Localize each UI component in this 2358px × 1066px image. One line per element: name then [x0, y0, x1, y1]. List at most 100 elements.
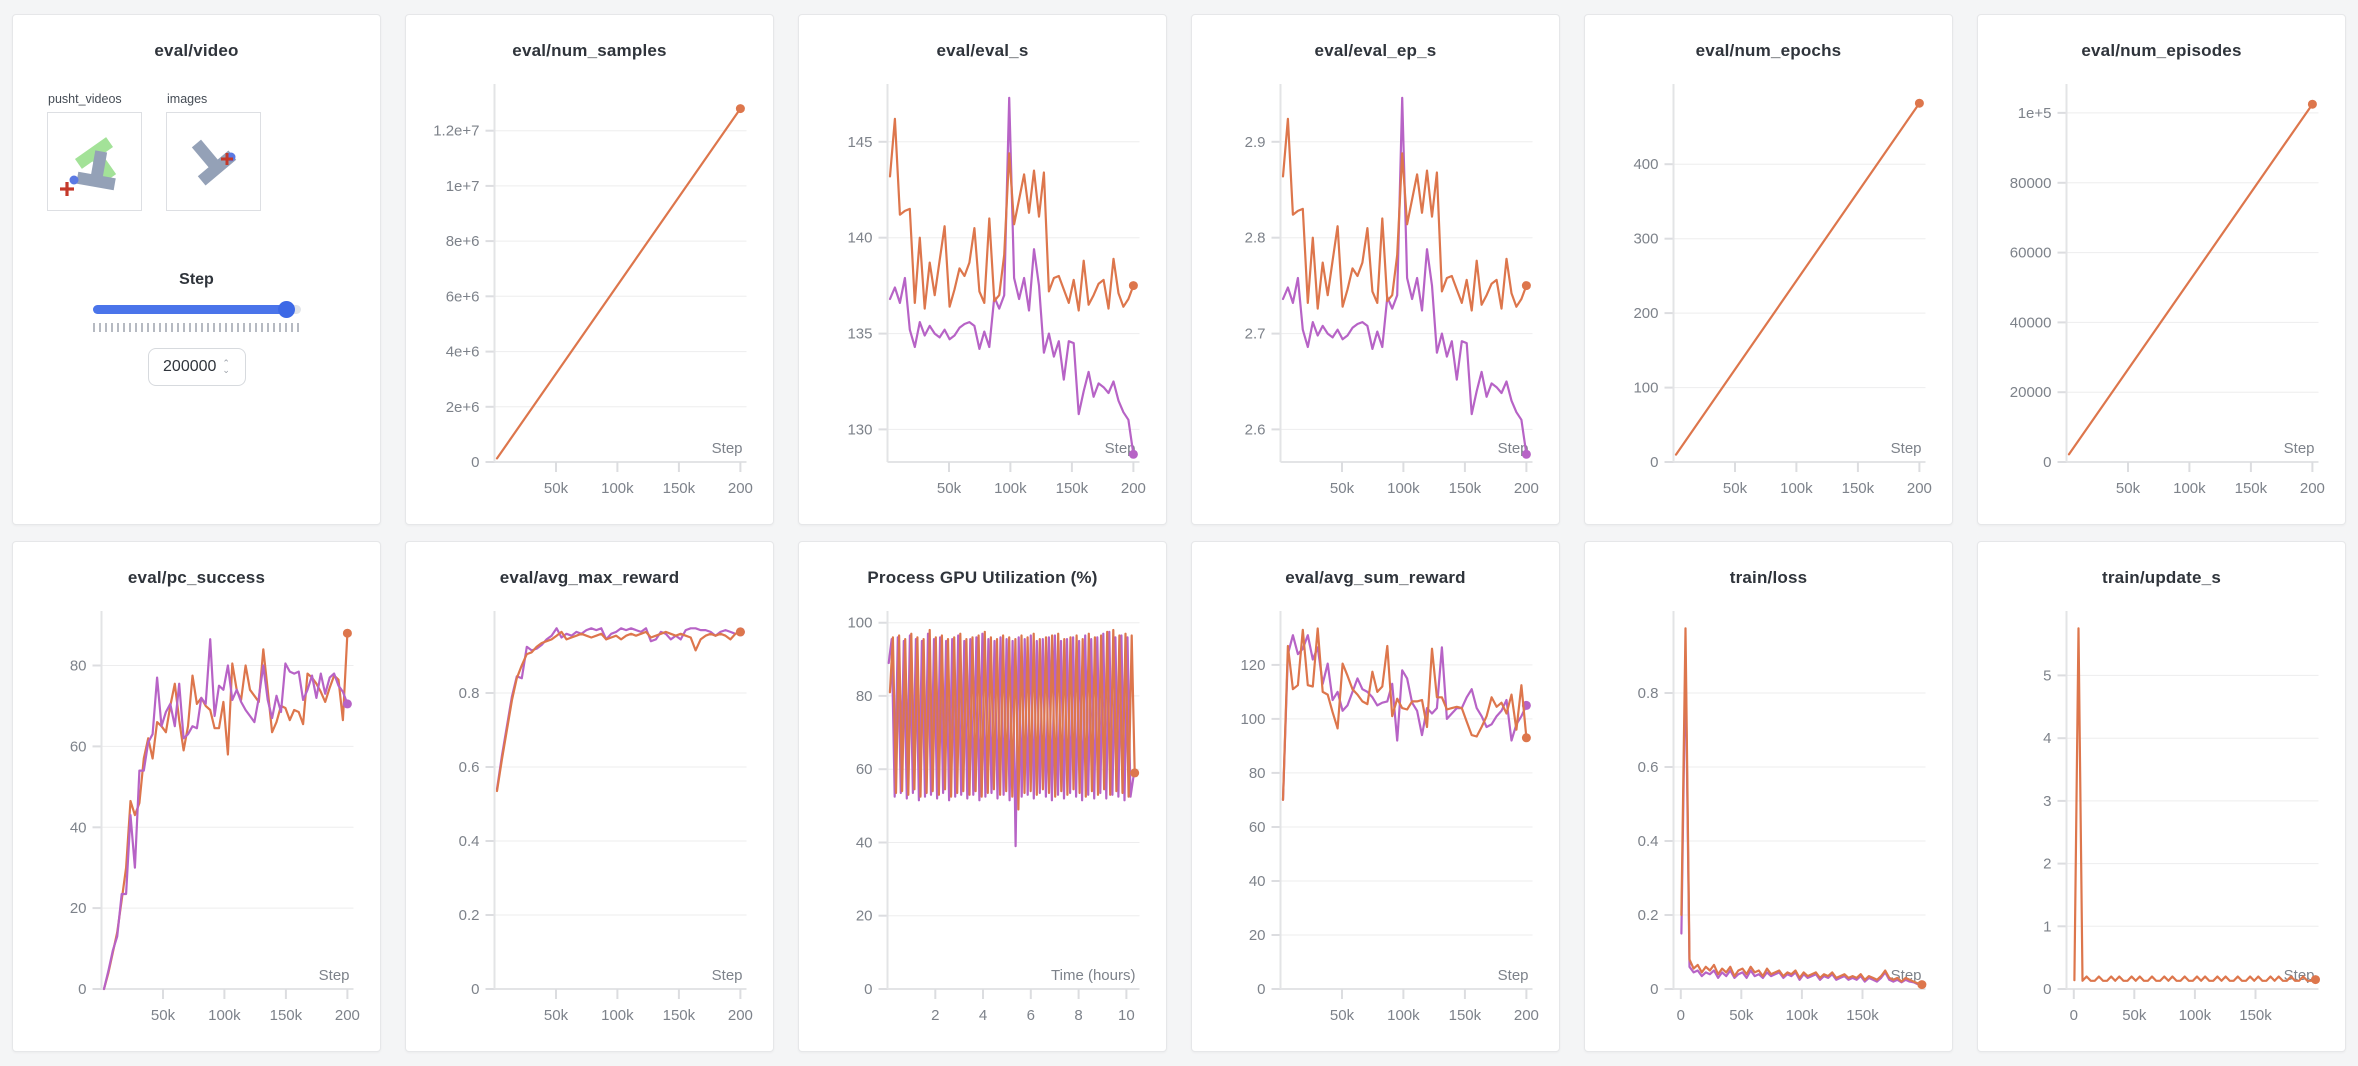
chart-title: train/loss — [1729, 568, 1808, 587]
svg-text:200: 200 — [1514, 1007, 1539, 1024]
step-slider[interactable] — [92, 301, 301, 318]
panel-eval-eval-ep-s: eval/eval_ep_s 2.6 2.7 2.8 2.9 50k 100k 150k 20… — [1191, 14, 1560, 525]
images-thumb[interactable]: images — [166, 92, 261, 211]
svg-text:0.6: 0.6 — [459, 759, 480, 776]
svg-text:100k: 100k — [2179, 1007, 2212, 1024]
num-episodes-chart[interactable]: 0 20000 40000 60000 80000 1e+5 50k 100k 150k 200 S… — [1978, 76, 2345, 525]
svg-text:8e+6: 8e+6 — [446, 233, 480, 250]
svg-text:20: 20 — [856, 908, 873, 925]
svg-text:0: 0 — [864, 981, 872, 998]
svg-text:300: 300 — [1633, 231, 1658, 248]
svg-text:2e+6: 2e+6 — [446, 399, 480, 416]
avg-max-reward-chart[interactable]: 0 0.2 0.4 0.6 0.8 50k 100k 150k 200 Step — [406, 603, 773, 1052]
svg-text:200: 200 — [1907, 480, 1932, 497]
svg-text:Step: Step — [319, 967, 350, 984]
images-frame[interactable] — [166, 112, 261, 211]
agent-dot — [69, 175, 79, 185]
svg-text:0.6: 0.6 — [1638, 759, 1659, 776]
pusht-video-frame[interactable] — [47, 112, 142, 211]
svg-text:100k: 100k — [994, 480, 1027, 497]
svg-text:2.9: 2.9 — [1245, 134, 1266, 151]
chart-title: eval/pc_success — [127, 568, 266, 587]
svg-text:100: 100 — [847, 615, 872, 632]
svg-text:0: 0 — [1257, 981, 1265, 998]
spinner-arrows[interactable]: ⌃ ⌄ — [222, 359, 230, 375]
svg-text:80: 80 — [1249, 765, 1266, 782]
svg-text:50k: 50k — [1723, 480, 1748, 497]
svg-text:80: 80 — [856, 688, 873, 705]
svg-text:2: 2 — [931, 1007, 939, 1024]
svg-text:8: 8 — [1074, 1007, 1082, 1024]
svg-text:150k: 150k — [1449, 480, 1482, 497]
svg-text:0: 0 — [2043, 981, 2051, 998]
svg-text:0.2: 0.2 — [1638, 907, 1659, 924]
slider-fill — [92, 305, 293, 314]
svg-text:120: 120 — [1240, 657, 1265, 674]
svg-text:Step: Step — [1498, 440, 1529, 457]
svg-text:150k: 150k — [663, 1007, 696, 1024]
eval-ep-s-chart[interactable]: 2.6 2.7 2.8 2.9 50k 100k 150k 200 Step — [1192, 76, 1559, 525]
svg-text:1e+7: 1e+7 — [446, 178, 480, 195]
svg-text:100k: 100k — [1780, 480, 1813, 497]
svg-text:Step: Step — [712, 440, 743, 457]
svg-text:150k: 150k — [1056, 480, 1089, 497]
panel-eval-num-epochs: eval/num_epochs 0 100 200 300 400 50k 100k 150k… — [1584, 14, 1953, 525]
chart-title: train/update_s — [2102, 568, 2221, 587]
pusht-videos-label: pusht_videos — [48, 92, 122, 106]
svg-text:50k: 50k — [937, 480, 962, 497]
gpu-utilization-chart[interactable]: 0 20 40 60 80 100 2 4 6 8 10 Time (hours) — [799, 603, 1166, 1052]
pusht-videos-thumb[interactable]: pusht_videos — [47, 92, 142, 211]
goal-cross-icon — [60, 182, 74, 196]
chart-title: Process GPU Utilization (%) — [867, 568, 1098, 587]
slider-thumb[interactable] — [277, 301, 295, 318]
svg-text:Step: Step — [1891, 440, 1922, 457]
step-slider-label: Step — [179, 271, 214, 288]
panel-gpu-utilization: Process GPU Utilization (%) 0 20 40 60 80 100… — [798, 541, 1167, 1052]
svg-text:80: 80 — [70, 658, 87, 675]
avg-sum-reward-chart[interactable]: 0 20 40 60 80 100 120 50k 100k 150k 200 Step — [1192, 603, 1559, 1052]
svg-text:3: 3 — [2043, 793, 2051, 810]
panel-train-loss: train/loss 0 0.2 0.4 0.6 0.8 0 50k 100k 150k Step — [1584, 541, 1953, 1052]
svg-text:50k: 50k — [1330, 480, 1355, 497]
svg-text:150k: 150k — [663, 480, 696, 497]
chart-title: eval/num_samples — [512, 41, 667, 60]
svg-text:100k: 100k — [1387, 1007, 1420, 1024]
svg-text:4e+6: 4e+6 — [446, 344, 480, 361]
svg-text:0: 0 — [1650, 981, 1658, 998]
svg-text:20: 20 — [70, 900, 87, 917]
svg-text:20: 20 — [1249, 927, 1266, 944]
spin-down-icon: ⌄ — [222, 365, 230, 375]
svg-text:150k: 150k — [1449, 1007, 1482, 1024]
svg-text:50k: 50k — [151, 1007, 176, 1024]
svg-text:Step: Step — [2284, 440, 2315, 457]
svg-text:0: 0 — [1650, 454, 1658, 471]
svg-text:2.7: 2.7 — [1245, 326, 1266, 343]
svg-text:100k: 100k — [601, 1007, 634, 1024]
svg-text:200: 200 — [1514, 480, 1539, 497]
svg-text:100k: 100k — [1387, 480, 1420, 497]
pc-success-chart[interactable]: 0 20 40 60 80 50k 100k 150k 200 Step — [13, 603, 380, 1052]
svg-text:0.2: 0.2 — [459, 907, 480, 924]
svg-text:100: 100 — [1240, 711, 1265, 728]
svg-text:150k: 150k — [2235, 480, 2268, 497]
svg-text:0: 0 — [471, 981, 479, 998]
svg-text:0: 0 — [471, 454, 479, 471]
svg-text:Step: Step — [1498, 967, 1529, 984]
panel-eval-video: eval/video pusht_videos — [12, 14, 381, 525]
num-samples-chart[interactable]: 0 2e+6 4e+6 6e+6 8e+6 1e+7 1.2e+7 50k 100k 150k 20… — [406, 76, 773, 525]
svg-text:2.6: 2.6 — [1245, 421, 1266, 438]
step-number-input[interactable]: 200000 ⌃ ⌄ — [147, 348, 246, 386]
svg-text:0.8: 0.8 — [459, 685, 480, 702]
eval-s-chart[interactable]: 130 135 140 145 50k 100k 150k 200 Step — [799, 76, 1166, 525]
num-epochs-chart[interactable]: 0 100 200 300 400 50k 100k 150k 200 Step — [1585, 76, 1952, 525]
svg-text:0.4: 0.4 — [459, 833, 480, 850]
svg-text:Time (hours): Time (hours) — [1051, 967, 1135, 984]
svg-text:135: 135 — [847, 326, 872, 343]
svg-text:50k: 50k — [544, 480, 569, 497]
step-value[interactable]: 200000 — [163, 358, 217, 375]
svg-text:20000: 20000 — [2010, 384, 2052, 401]
svg-text:200: 200 — [1633, 305, 1658, 322]
